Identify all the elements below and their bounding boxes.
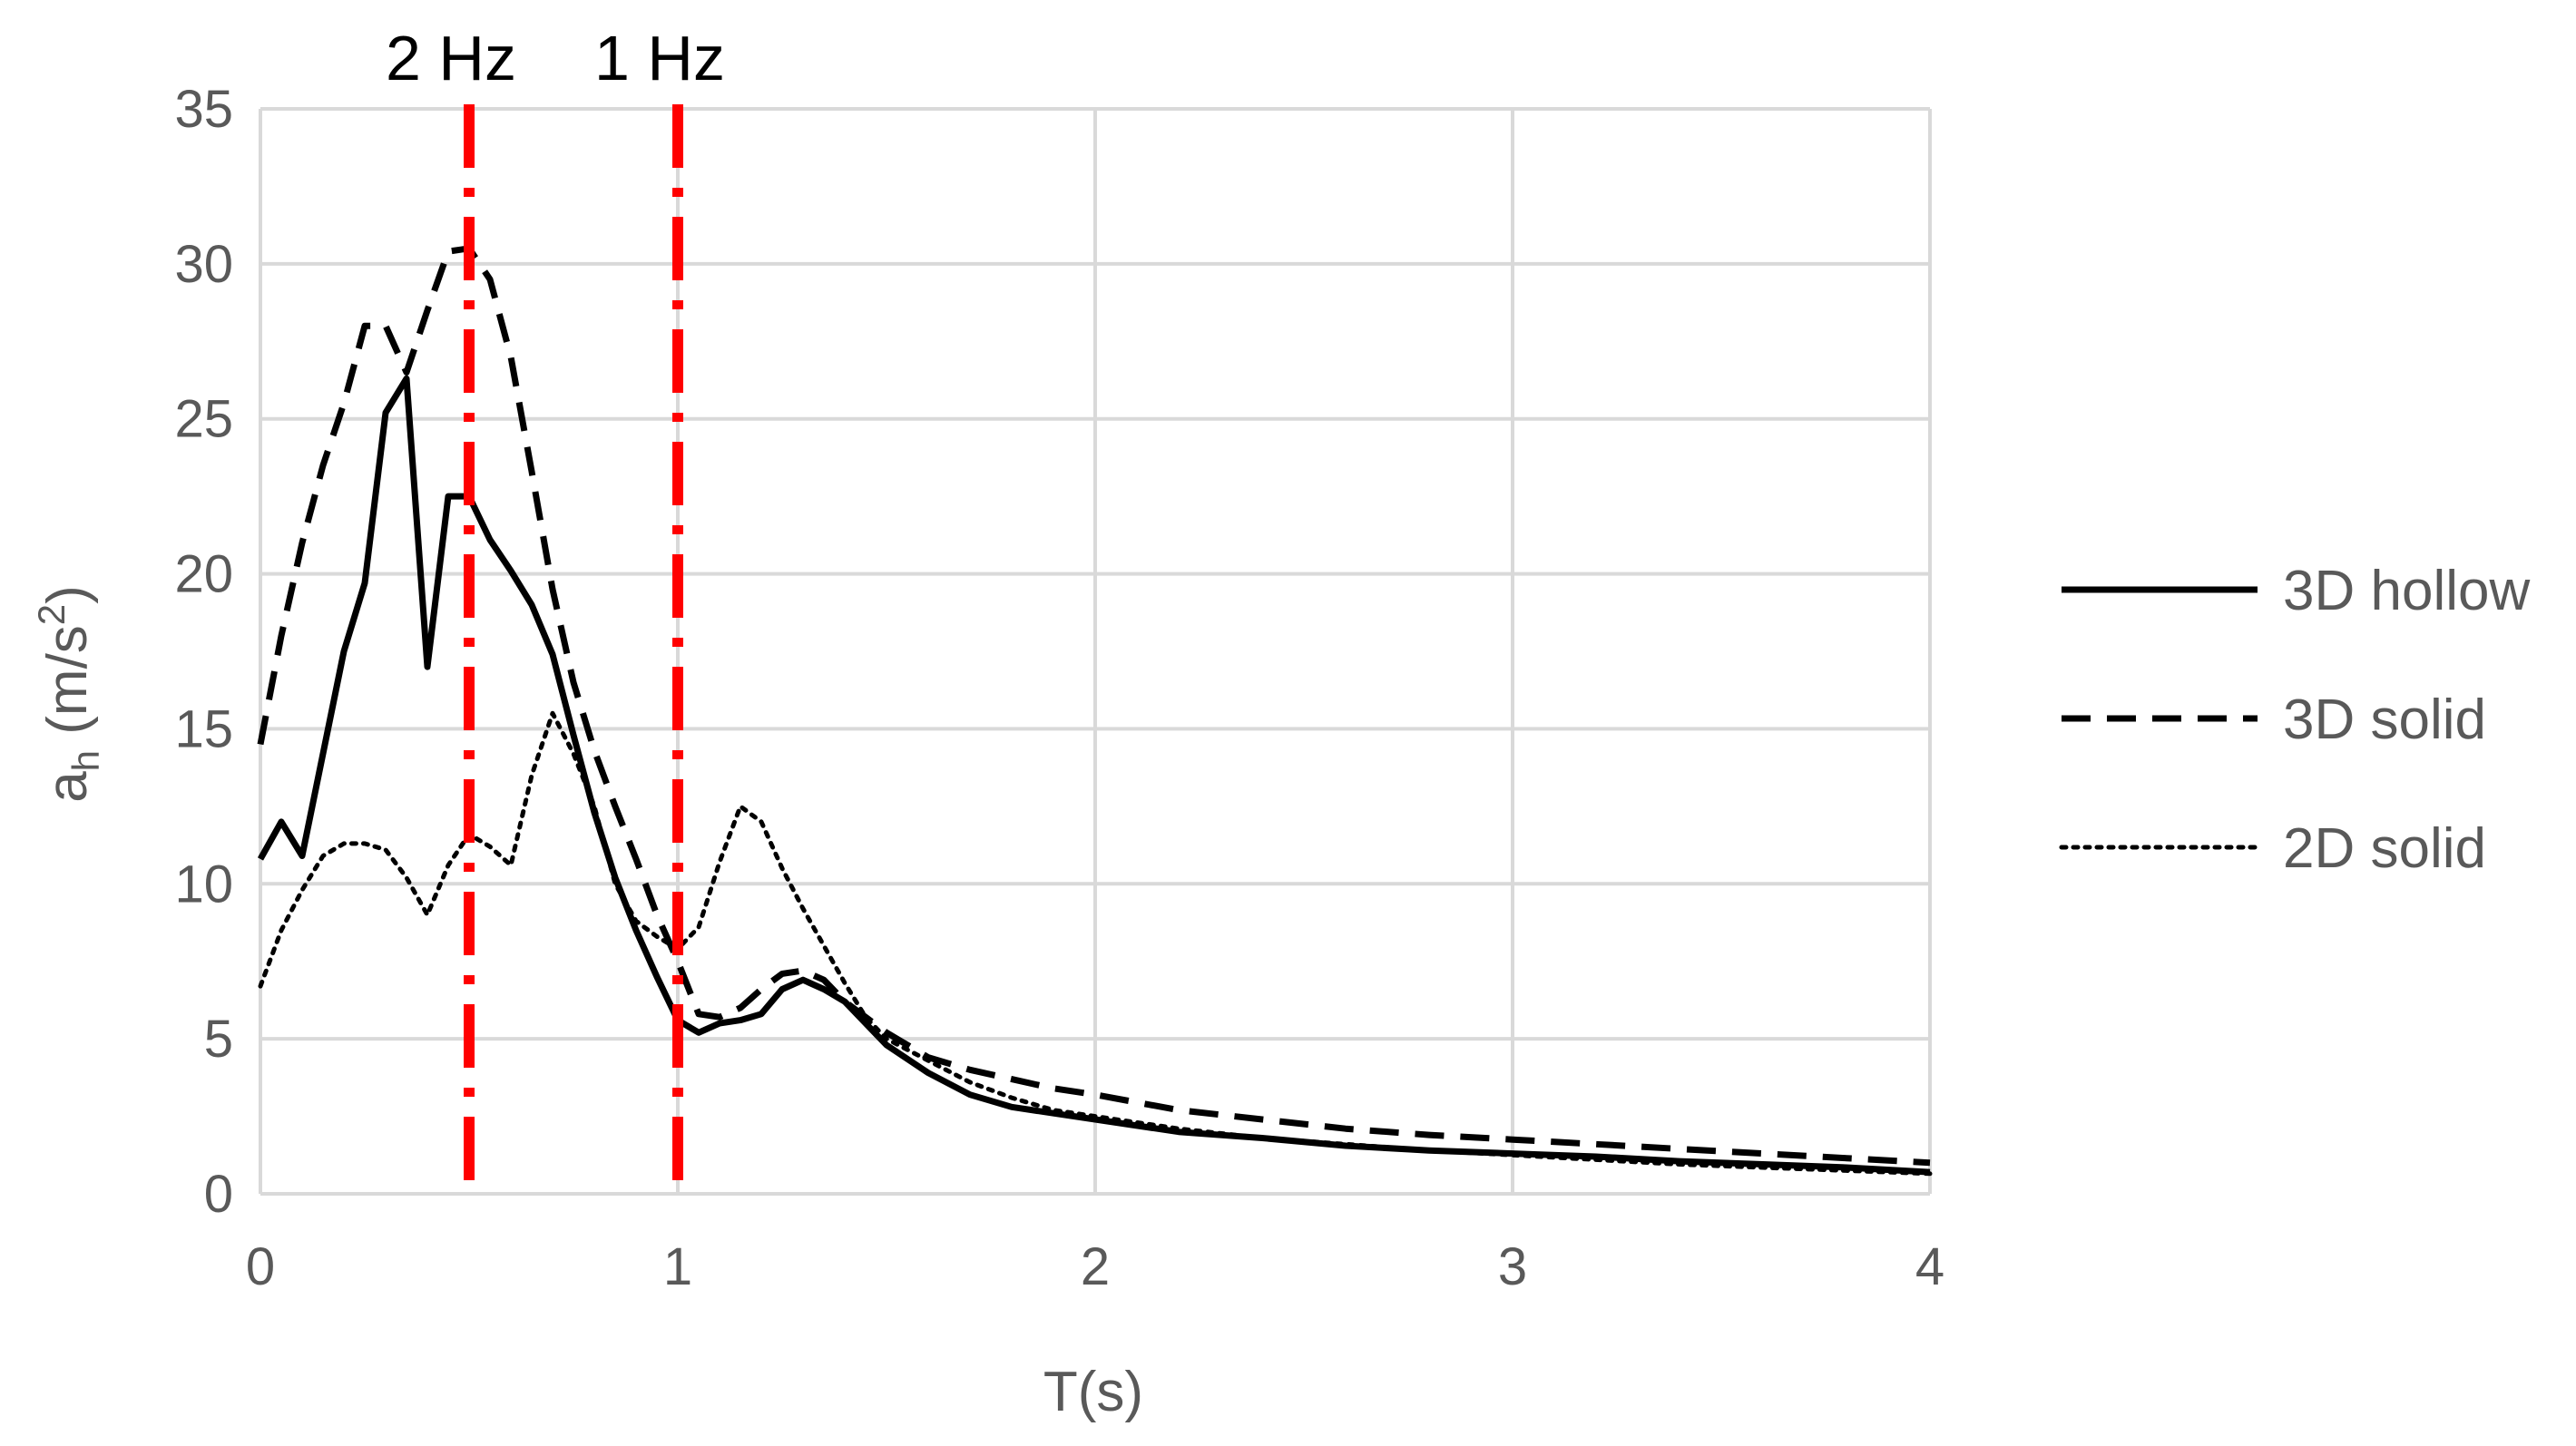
- y-axis-title-superscript: 2: [30, 604, 73, 625]
- legend-label: 3D hollow: [2283, 560, 2530, 622]
- x-tick-label: 3: [1498, 1237, 1527, 1296]
- x-axis-ticks: 0 1 2 3 4: [246, 1237, 1944, 1296]
- series-line-3d-solid: [257, 245, 1931, 1167]
- y-tick-label: 5: [204, 1010, 233, 1069]
- y-tick-label: 15: [174, 699, 233, 758]
- y-tick-label: 30: [174, 235, 233, 294]
- legend: 3D hollow 3D solid 2D solid: [2059, 560, 2530, 880]
- y-tick-label: 35: [174, 80, 233, 139]
- frequency-marker-label: 1 Hz: [594, 23, 725, 93]
- y-axis-title-subscript: h: [64, 750, 107, 771]
- y-axis-title: ah (m/s2): [30, 585, 107, 803]
- x-axis-title: T(s): [1043, 1361, 1143, 1423]
- y-tick-label: 10: [174, 855, 233, 914]
- x-tick-label: 0: [246, 1237, 275, 1296]
- x-tick-label: 4: [1915, 1237, 1944, 1296]
- frequency-markers: 2 Hz 1 Hz: [386, 23, 725, 1194]
- series-line-2d-solid: [258, 710, 1933, 1177]
- y-tick-label: 20: [174, 545, 233, 604]
- series-lines: [257, 245, 1933, 1177]
- x-tick-label: 1: [663, 1237, 692, 1296]
- y-tick-label: 25: [174, 390, 233, 449]
- y-axis-title-unit-open: (m/s: [36, 625, 99, 750]
- legend-label: 2D solid: [2283, 817, 2486, 880]
- series-line-3d-hollow: [257, 375, 1931, 1176]
- frequency-marker-label: 2 Hz: [386, 23, 516, 93]
- x-tick-label: 2: [1081, 1237, 1110, 1296]
- y-axis-title-base: a: [36, 771, 99, 803]
- y-axis-ticks: 0 5 10 15 20 25 30 35: [174, 80, 233, 1224]
- grid-lines: [259, 107, 1932, 1196]
- y-axis-title-unit-close: ): [36, 585, 99, 604]
- y-tick-label: 0: [204, 1165, 233, 1224]
- legend-label: 3D solid: [2283, 689, 2486, 751]
